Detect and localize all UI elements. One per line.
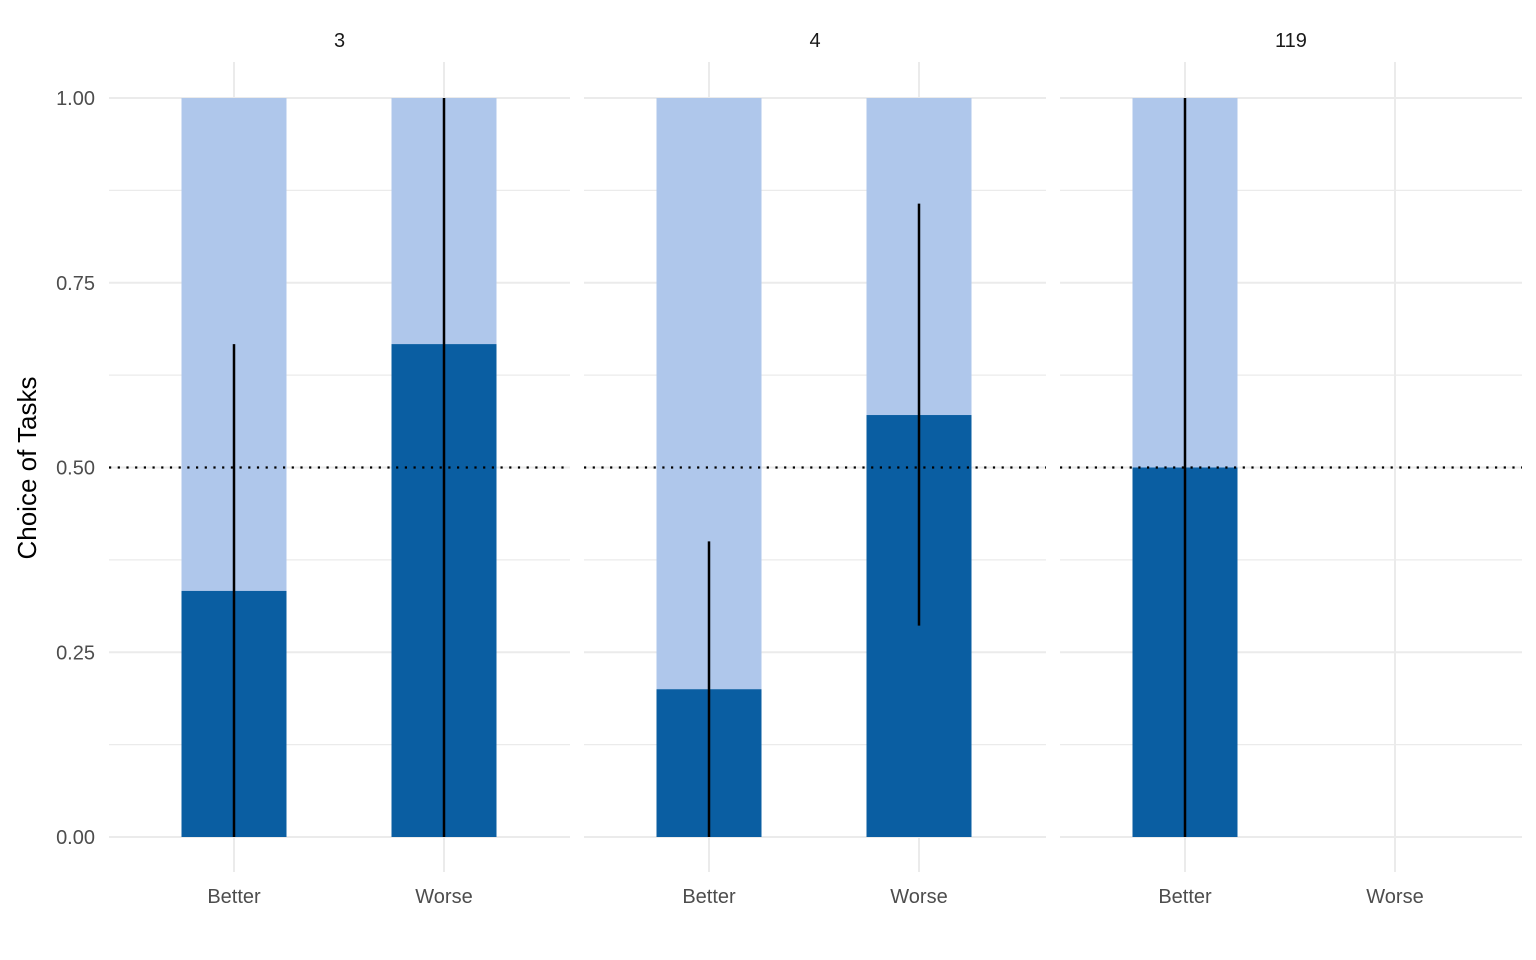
y-tick-labels: 0.00 0.25 0.50 0.75 1.00 <box>56 88 95 849</box>
y-tick-label: 0.75 <box>56 273 95 295</box>
facet-label: 4 <box>809 30 820 52</box>
facet-panel-4: 4 Better Worse <box>584 30 1046 908</box>
y-tick-label: 0.50 <box>56 458 95 480</box>
x-tick-label: Worse <box>1366 886 1423 908</box>
x-tick-label: Better <box>1158 886 1212 908</box>
y-tick-label: 1.00 <box>56 88 95 110</box>
x-tick-label: Better <box>207 886 261 908</box>
y-tick-label: 0.25 <box>56 642 95 664</box>
facet-panels: 3 Better Worse 4 Better Worse 119 Better Worse <box>109 30 1522 908</box>
facet-label: 119 <box>1275 30 1307 52</box>
facet-panel-3: 3 Better Worse <box>109 30 570 908</box>
y-tick-label: 0.00 <box>56 827 95 849</box>
y-axis-label: Choice of Tasks <box>12 376 42 559</box>
facet-label: 3 <box>334 30 345 52</box>
x-tick-label: Worse <box>890 886 947 908</box>
x-tick-label: Better <box>682 886 736 908</box>
x-tick-label: Worse <box>415 886 472 908</box>
facet-panel-119: 119 Better Worse <box>1060 30 1522 908</box>
